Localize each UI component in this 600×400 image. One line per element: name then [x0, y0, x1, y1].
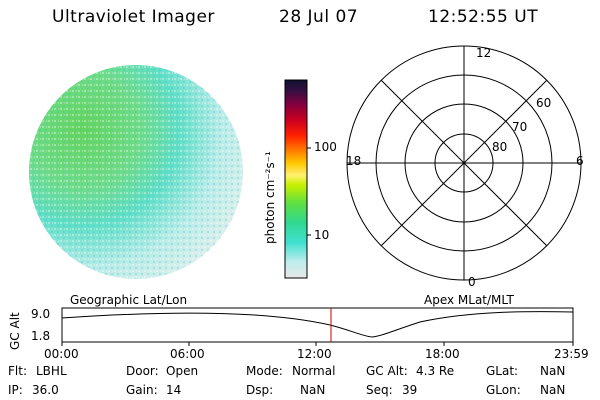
- time-label: 12:52:55 UT: [428, 7, 539, 27]
- y-tick-1-8: 1.8: [31, 329, 51, 343]
- uv-image-disk: [29, 65, 243, 279]
- ip-value: 36.0: [32, 383, 59, 397]
- geographic-title: Geographic Lat/Lon: [70, 293, 188, 307]
- mlt-label-12: 12: [476, 46, 492, 60]
- x-tick-0000: 00:00: [44, 347, 79, 361]
- mode-value: Normal: [292, 364, 336, 378]
- mlat-label-70: 70: [512, 120, 528, 134]
- colorbar-tick-10: 10: [314, 228, 330, 242]
- door-label: Door:: [126, 364, 159, 378]
- seq-label: Seq:: [366, 383, 393, 397]
- flt-label: Flt:: [8, 364, 27, 378]
- glon-value: NaN: [540, 383, 566, 397]
- dsp-value: NaN: [300, 383, 326, 397]
- colorbar-tick-100: 100: [314, 140, 337, 154]
- y-tick-9: 9.0: [31, 307, 51, 321]
- door-value: Open: [166, 364, 199, 378]
- polar-grid: [346, 45, 582, 281]
- mlat-label-60: 60: [536, 96, 552, 110]
- x-tick-1200: 12:00: [297, 347, 332, 361]
- mlt-label-18: 18: [346, 154, 362, 168]
- timeline-y-axis-label: GC Alt: [8, 312, 22, 350]
- flt-value: LBHL: [36, 364, 67, 378]
- instrument-title: Ultraviolet Imager: [52, 7, 215, 27]
- glat-label: GLat:: [486, 364, 519, 378]
- x-tick-2359: 23:59: [554, 347, 589, 361]
- mlt-label-6: 6: [576, 154, 584, 168]
- x-tick-1800: 18:00: [425, 347, 460, 361]
- ip-label: IP:: [8, 383, 23, 397]
- gc-alt-value: 4.3 Re: [416, 364, 455, 378]
- gain-value: 14: [166, 383, 182, 397]
- mode-label: Mode:: [246, 364, 283, 378]
- gc-alt-label: GC Alt:: [366, 364, 408, 378]
- gain-label: Gain:: [126, 383, 158, 397]
- colorbar: [284, 79, 311, 279]
- timeline-plot: [61, 307, 574, 346]
- dsp-label: Dsp:: [246, 383, 274, 397]
- glat-value: NaN: [540, 364, 566, 378]
- seq-value: 39: [402, 383, 418, 397]
- glon-label: GLon:: [486, 383, 521, 397]
- colorbar-unit-label: photon cm⁻²s⁻¹: [263, 151, 277, 244]
- apex-title: Apex MLat/MLT: [424, 293, 514, 307]
- mlat-label-80: 80: [492, 140, 508, 154]
- date-label: 28 Jul 07: [279, 7, 359, 27]
- x-tick-0600: 06:00: [170, 347, 205, 361]
- mlt-label-0: 0: [468, 275, 476, 289]
